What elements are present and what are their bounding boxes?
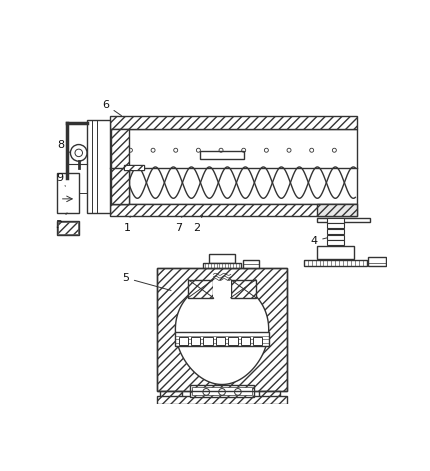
Text: 5: 5 — [122, 273, 171, 291]
Bar — [57, 173, 79, 213]
Bar — [111, 168, 129, 203]
Bar — [228, 337, 237, 345]
Bar — [327, 235, 344, 240]
Bar — [243, 260, 259, 268]
Bar — [57, 221, 79, 235]
Bar — [111, 203, 357, 216]
Bar — [368, 257, 386, 266]
Bar — [111, 116, 357, 129]
Bar — [327, 223, 344, 228]
Bar — [327, 240, 344, 245]
Bar — [317, 218, 370, 222]
Bar — [327, 218, 344, 222]
Bar — [175, 332, 269, 346]
Bar — [317, 246, 353, 259]
Polygon shape — [175, 281, 269, 384]
Bar — [111, 129, 129, 203]
Bar — [111, 129, 357, 203]
Text: 4: 4 — [310, 236, 331, 246]
Bar — [241, 337, 250, 345]
Bar — [231, 280, 256, 298]
Bar — [253, 337, 262, 345]
Bar — [124, 165, 144, 171]
Bar — [157, 268, 287, 391]
Text: 2: 2 — [194, 215, 203, 233]
Bar — [209, 254, 235, 262]
Bar — [203, 337, 213, 345]
Bar — [317, 203, 357, 216]
Text: 3: 3 — [55, 213, 67, 229]
Text: 1: 1 — [123, 216, 131, 233]
Bar — [157, 397, 287, 404]
Bar — [259, 391, 280, 404]
Bar — [327, 229, 344, 234]
Text: 8: 8 — [58, 139, 71, 153]
Bar — [304, 260, 367, 266]
Text: 7: 7 — [175, 216, 182, 233]
Bar — [191, 337, 200, 345]
Text: 6: 6 — [102, 99, 121, 116]
Bar — [213, 280, 231, 298]
Bar — [157, 268, 287, 391]
Bar — [188, 280, 213, 298]
Bar — [179, 337, 188, 345]
Bar — [216, 337, 225, 345]
Bar — [203, 262, 241, 268]
Bar — [111, 168, 129, 203]
Text: 9: 9 — [56, 173, 65, 186]
Bar — [192, 387, 252, 396]
Bar — [190, 385, 254, 397]
Bar — [160, 391, 182, 404]
Bar — [200, 151, 244, 159]
Bar — [87, 120, 111, 213]
Bar — [124, 165, 144, 171]
Bar — [58, 222, 78, 234]
